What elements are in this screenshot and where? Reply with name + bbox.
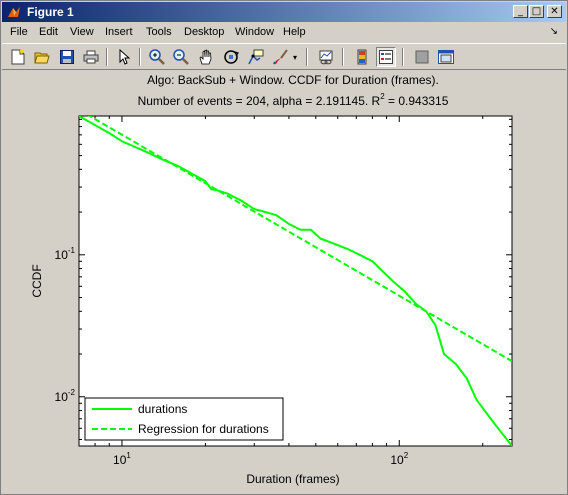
toolbar-separator [342, 48, 344, 66]
edit-plot-arrow-icon[interactable] [114, 47, 134, 67]
pan-hand-icon[interactable] [196, 47, 216, 67]
open-file-icon[interactable] [32, 47, 52, 67]
zoom-out-icon[interactable] [171, 47, 191, 67]
menu-dock-arrow-icon[interactable]: ↘ [549, 26, 558, 37]
menu-file[interactable]: File [10, 26, 28, 38]
window-title: Figure 1 [27, 5, 74, 19]
legend-box [84, 397, 284, 441]
y-axis-label: CCDF [30, 264, 44, 297]
matlab-icon [8, 7, 20, 17]
chart-title-line2: Number of events = 204, alpha = 2.191145… [138, 92, 449, 108]
figure-canvas: Algo: BackSub + Window. CCDF for Duratio… [30, 73, 513, 486]
brush-dropdown-icon[interactable]: ▾ [292, 52, 297, 62]
insert-colorbar-icon[interactable] [352, 47, 372, 67]
menu-insert[interactable]: Insert [105, 26, 133, 38]
y-tick-label: 10-1 [55, 246, 76, 262]
x-axis-label: Duration (frames) [246, 472, 339, 486]
maximize-button[interactable]: □ [529, 5, 544, 18]
zoom-in-icon[interactable] [147, 47, 167, 67]
new-figure-icon[interactable] [8, 47, 28, 67]
figure-toolbar: ▾ [2, 43, 566, 70]
menu-window[interactable]: Window [235, 26, 275, 38]
legend-label-durations: durations [138, 402, 187, 416]
x-tick-label: 102 [390, 451, 408, 467]
title-bar[interactable]: Figure 1 _ □ ✕ [2, 2, 566, 22]
toolbar-separator [106, 48, 108, 66]
insert-legend-icon[interactable] [376, 47, 396, 67]
menu-view[interactable]: View [70, 26, 94, 38]
link-plot-icon[interactable] [316, 47, 336, 67]
menu-help[interactable]: Help [283, 26, 306, 38]
chart-title-line1: Algo: BackSub + Window. CCDF for Duratio… [147, 73, 439, 87]
plot-area[interactable] [78, 115, 513, 447]
menu-edit[interactable]: Edit [39, 26, 58, 38]
menu-desktop[interactable]: Desktop [184, 26, 225, 38]
minimize-button[interactable]: _ [513, 5, 528, 18]
axis-ticks: 101 102 10-2 10-1 [55, 116, 512, 467]
rotate-3d-icon[interactable] [221, 47, 241, 67]
x-tick-label: 101 [113, 451, 131, 467]
legend-label-regression: Regression for durations [138, 422, 269, 436]
save-icon[interactable] [57, 47, 77, 67]
close-button[interactable]: ✕ [547, 5, 562, 18]
menu-tools[interactable]: Tools [146, 26, 172, 38]
toolbar-separator [306, 48, 308, 66]
menu-bar: File Edit View Insert Tools Desktop Wind… [2, 23, 566, 42]
toolbar-separator [402, 48, 404, 66]
show-plot-tools-icon[interactable] [436, 47, 456, 67]
toolbar-separator [139, 48, 141, 66]
legend[interactable]: durations Regression for durations [84, 397, 284, 441]
series-lines [79, 116, 512, 446]
print-icon[interactable] [81, 47, 101, 67]
data-cursor-icon[interactable] [246, 47, 266, 67]
hide-plot-tools-icon[interactable] [412, 47, 432, 67]
series-regression-line [87, 116, 512, 363]
y-tick-label: 10-2 [55, 388, 76, 404]
brush-icon[interactable] [271, 47, 291, 67]
